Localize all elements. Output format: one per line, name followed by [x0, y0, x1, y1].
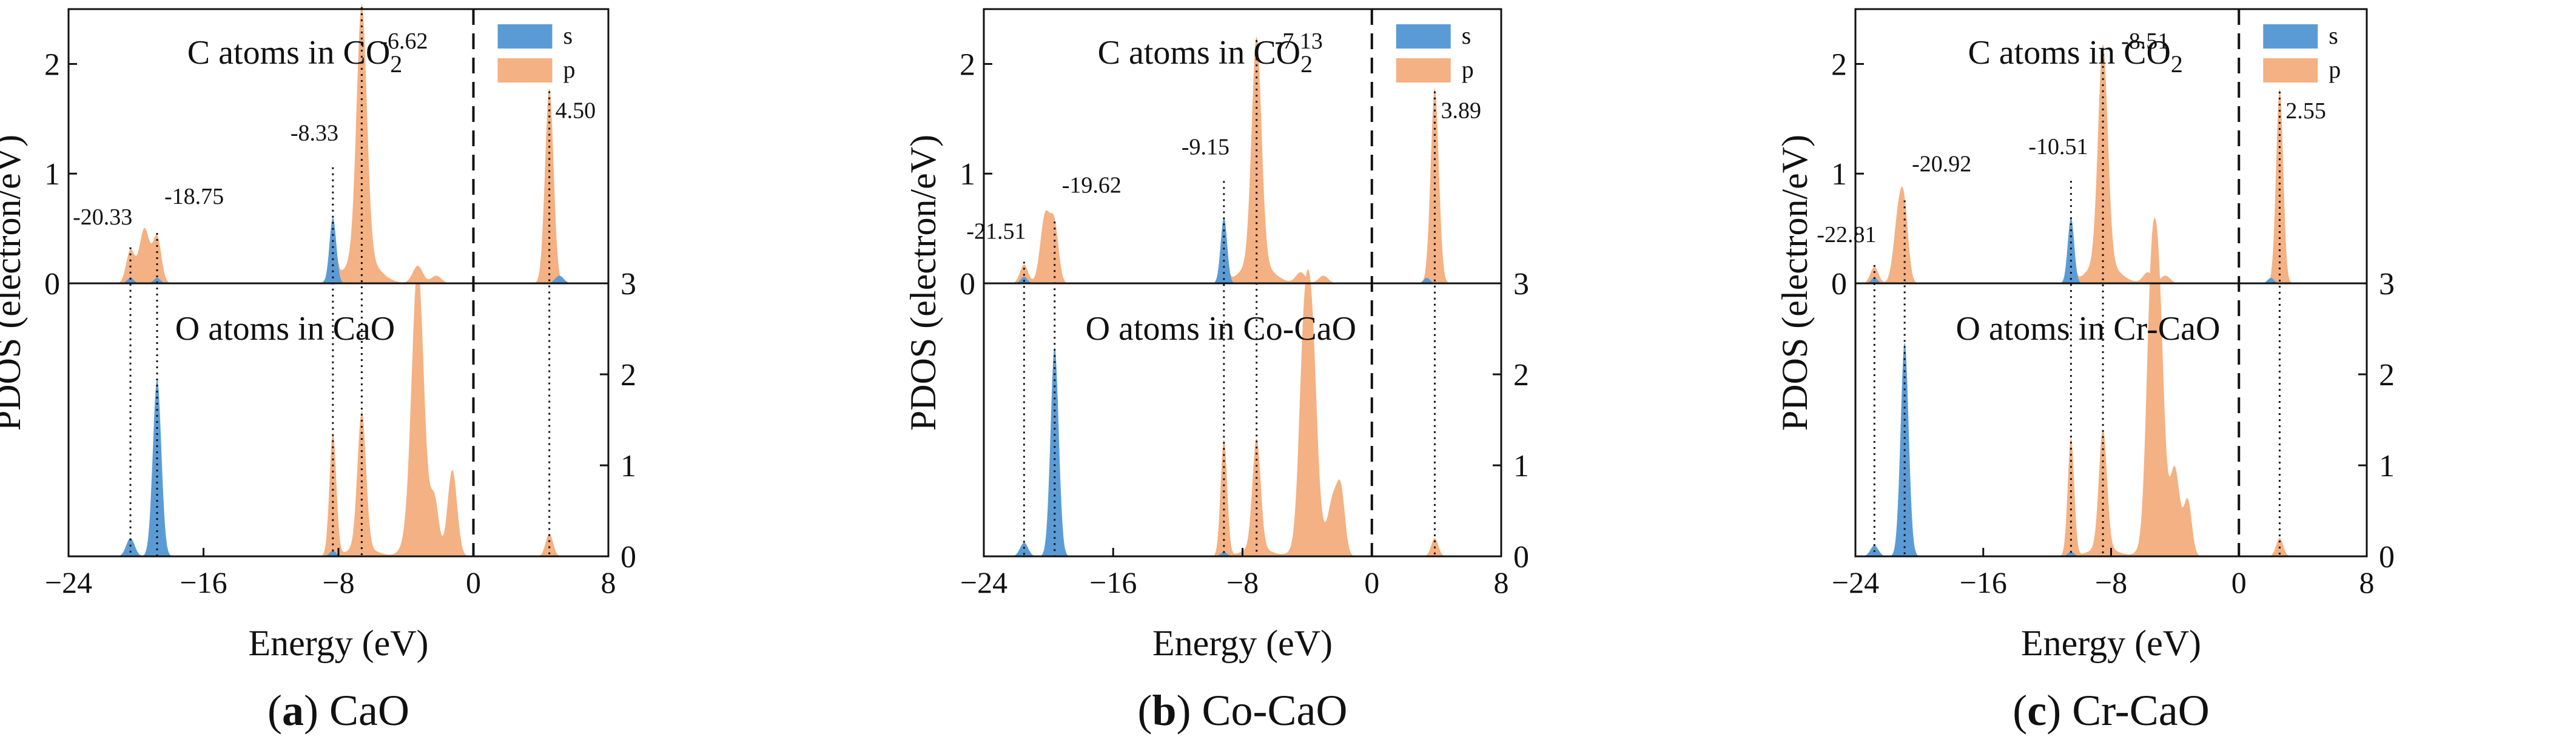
y-axis-label: PDOS (electron/eV) [1775, 135, 1815, 431]
bottom-panel-label: O atoms in CaO [175, 310, 395, 348]
x-tick-label: 8 [1494, 565, 1509, 599]
x-tick-label: −24 [960, 565, 1007, 599]
y-tick-label-top: 1 [1831, 157, 1847, 192]
c-p-states-area [69, 4, 608, 283]
peak-value-label: -8.51 [2121, 29, 2169, 54]
y-tick-label-bottom: 0 [620, 540, 636, 575]
y-tick-label-top: 2 [44, 47, 60, 82]
bottom-panel-label: O atoms in Co-CaO [1086, 310, 1356, 348]
x-axis-label: Energy (eV) [1152, 623, 1333, 663]
y-tick-label-bottom: 1 [620, 449, 636, 484]
y-tick-label-top: 0 [960, 267, 975, 302]
x-axis-label: Energy (eV) [248, 623, 428, 663]
y-axis-label: PDOS (electron/eV) [0, 135, 28, 431]
legend-label-s: s [563, 22, 573, 49]
y-tick-label-bottom: 0 [2379, 540, 2395, 575]
y-tick-label-top: 0 [44, 267, 60, 302]
x-tick-label: 8 [601, 565, 616, 599]
y-tick-label-bottom: 0 [1513, 540, 1529, 575]
legend-label-s: s [1462, 22, 1471, 49]
legend-swatch-p [2263, 58, 2318, 83]
y-tick-label-bottom: 3 [2379, 267, 2395, 302]
peak-value-label: -21.51 [966, 218, 1026, 244]
x-tick-label: −24 [1832, 565, 1879, 599]
peak-value-label: 3.89 [1441, 98, 1481, 124]
legend-swatch-s [2263, 24, 2318, 49]
panel-caption: (a) CaO [267, 686, 409, 735]
legend-swatch-s [497, 24, 553, 49]
o-s-states-area [1855, 343, 2367, 556]
x-tick-label: −8 [2095, 565, 2127, 599]
y-tick-label-bottom: 1 [1513, 449, 1529, 484]
legend-swatch-p [497, 58, 553, 83]
y-tick-label-bottom: 2 [2379, 358, 2395, 393]
bottom-panel-label: O atoms in Cr-CaO [1956, 310, 2220, 348]
legend-swatch-p [1396, 58, 1451, 83]
x-tick-label: 0 [1364, 565, 1379, 599]
peak-value-label: -6.62 [380, 29, 428, 54]
x-tick-label: 0 [466, 565, 481, 599]
x-tick-label: −16 [1089, 565, 1137, 599]
peak-value-label: -19.62 [1062, 172, 1122, 198]
y-tick-label-top: 1 [960, 157, 975, 192]
legend-label-p: p [1462, 56, 1474, 83]
x-tick-label: 8 [2359, 565, 2375, 599]
x-tick-label: −16 [180, 565, 227, 599]
x-tick-label: −8 [322, 565, 354, 599]
x-tick-label: −16 [1960, 565, 2007, 599]
o-s-states-area [984, 347, 1501, 556]
peak-value-label: -22.81 [1817, 222, 1876, 248]
peak-value-label: -7.13 [1275, 29, 1323, 54]
c-s-states-area [69, 217, 608, 283]
top-panel-label: C atoms in CO2 [1968, 34, 2182, 78]
peak-value-label: -20.92 [1912, 151, 1971, 177]
o-p-states-area [69, 265, 608, 556]
x-tick-label: 0 [2231, 565, 2247, 599]
legend-label-p: p [2329, 56, 2341, 83]
x-axis-label: Energy (eV) [2021, 623, 2201, 663]
y-axis-label: PDOS (electron/eV) [903, 135, 943, 431]
y-tick-label-top: 0 [1831, 267, 1847, 302]
y-tick-label-bottom: 1 [2379, 449, 2395, 484]
peak-value-label: -10.51 [2028, 134, 2088, 160]
peak-value-label: -8.33 [291, 121, 338, 146]
y-tick-label-top: 1 [44, 157, 60, 192]
x-tick-label: −8 [1226, 565, 1259, 599]
legend-label-p: p [563, 56, 576, 83]
top-panel-label: C atoms in CO2 [187, 34, 402, 78]
x-tick-label: −24 [45, 565, 92, 599]
panel-caption: (b) Co-CaO [1138, 686, 1348, 735]
y-tick-label-bottom: 2 [620, 358, 636, 393]
panel-caption: (c) Cr-CaO [2013, 686, 2209, 735]
y-tick-label-bottom: 3 [1513, 267, 1529, 302]
y-tick-label-top: 2 [1831, 47, 1847, 82]
peak-value-label: -9.15 [1182, 134, 1229, 160]
peak-value-label: -18.75 [164, 184, 224, 209]
c-p-states-area [1855, 44, 2367, 283]
peak-value-label: 4.50 [556, 98, 596, 123]
legend-swatch-s [1396, 24, 1451, 49]
peak-value-label: 2.55 [2285, 98, 2326, 124]
top-panel-label: C atoms in CO2 [1098, 34, 1313, 78]
legend-label-s: s [2329, 22, 2338, 49]
y-tick-label-bottom: 2 [1513, 358, 1529, 393]
peak-value-label: -20.33 [73, 204, 132, 230]
y-tick-label-bottom: 3 [620, 267, 636, 302]
y-tick-label-top: 2 [960, 47, 975, 82]
